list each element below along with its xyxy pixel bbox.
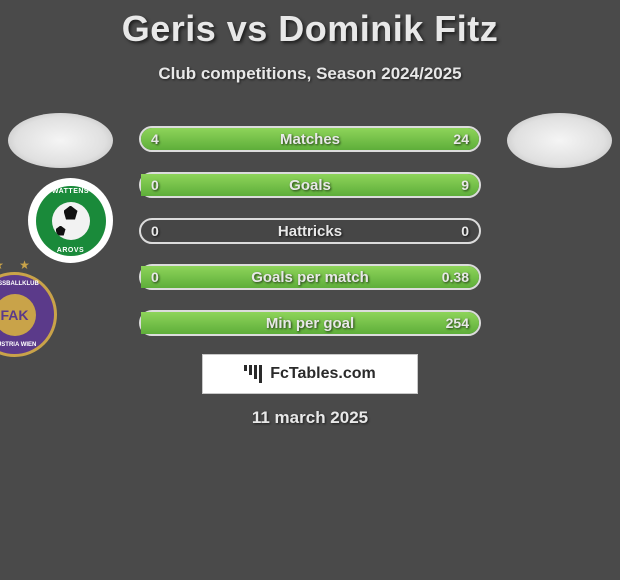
bar-chart-icon: [244, 365, 264, 383]
stat-label: Goals: [141, 177, 479, 194]
stat-value-right: 0: [461, 223, 469, 239]
stat-row: 0 Hattricks 0: [139, 218, 481, 244]
player-left-avatar: [8, 113, 113, 168]
stat-label: Min per goal: [141, 315, 479, 332]
comparison-date: 11 march 2025: [0, 408, 620, 428]
stat-value-right: 9: [461, 177, 469, 193]
branding-text: FcTables.com: [270, 365, 376, 383]
stat-row: Min per goal 254: [139, 310, 481, 336]
stars-icon: ★ ★: [0, 258, 36, 272]
club-logo-right: ★ ★ FUSSBALLKLUB FAK AUSTRIA WIEN: [0, 272, 57, 357]
player-right-avatar: [507, 113, 612, 168]
stat-row: 0 Goals 9: [139, 172, 481, 198]
stats-container: 4 Matches 24 0 Goals 9 0 Hattricks 0 0 G…: [139, 126, 481, 356]
stat-label: Matches: [141, 131, 479, 148]
stat-row: 4 Matches 24: [139, 126, 481, 152]
stat-value-right: 254: [446, 315, 469, 331]
comparison-title: Geris vs Dominik Fitz: [0, 0, 620, 50]
stat-value-right: 0.38: [442, 269, 469, 285]
stat-label: Goals per match: [141, 269, 479, 286]
soccer-ball-icon: [52, 202, 90, 240]
club-logo-left: WATTENS AROVS: [28, 178, 113, 263]
stat-row: 0 Goals per match 0.38: [139, 264, 481, 290]
stat-label: Hattricks: [141, 223, 479, 240]
stat-value-right: 24: [453, 131, 469, 147]
branding-badge[interactable]: FcTables.com: [202, 354, 418, 394]
comparison-subtitle: Club competitions, Season 2024/2025: [0, 64, 620, 84]
